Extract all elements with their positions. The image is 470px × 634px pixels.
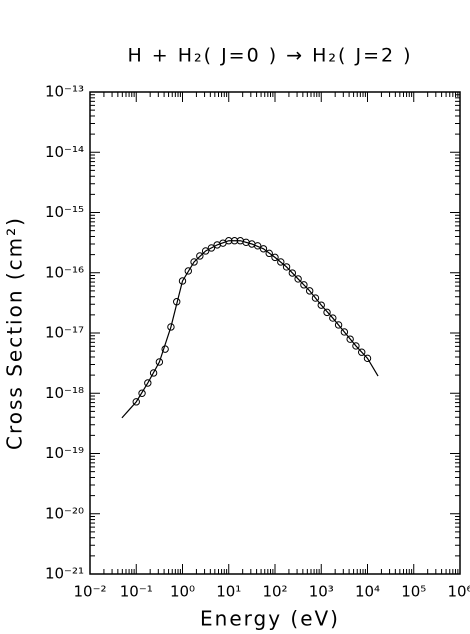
data-point <box>358 348 366 356</box>
x-tick-label: 10⁰ <box>170 583 195 601</box>
data-point <box>155 358 164 366</box>
data-point <box>323 308 331 317</box>
data-point <box>259 245 268 253</box>
y-tick-label: 10⁻¹⁶ <box>45 263 84 281</box>
curve <box>121 240 379 419</box>
x-tick-label: 10⁻² <box>73 583 106 601</box>
data-point <box>207 244 216 252</box>
data-point <box>305 287 314 295</box>
data-point <box>317 301 325 309</box>
plot-frame <box>89 91 461 575</box>
data-point <box>144 379 152 387</box>
y-tick-label: 10⁻²⁰ <box>45 504 84 522</box>
y-tick-label: 10⁻¹⁸ <box>45 384 84 402</box>
y-axis-label: Cross Section (cm²) <box>3 216 27 450</box>
x-axis-label: Energy (eV) <box>200 607 340 631</box>
data-point <box>149 369 158 377</box>
x-tick-label: 10² <box>262 583 287 601</box>
data-point <box>277 258 285 266</box>
data-point <box>300 281 308 289</box>
y-tick-label: 10⁻¹⁷ <box>45 324 84 342</box>
data-point <box>363 354 372 363</box>
y-tick-label: 10⁻¹⁹ <box>45 444 84 462</box>
data-point <box>196 252 204 260</box>
x-tick-label: 10⁶ <box>447 583 470 601</box>
y-tick-label: 10⁻²¹ <box>45 565 84 583</box>
x-tick-label: 10¹ <box>216 583 241 601</box>
data-point <box>329 314 337 322</box>
data-point <box>334 321 343 329</box>
data-point <box>178 277 187 285</box>
chart-title: H + H₂( J=0 ) → H₂( J=2 ) <box>127 45 412 67</box>
x-tick-label: 10³ <box>309 583 334 601</box>
data-point <box>132 398 140 406</box>
x-tick-label: 10⁵ <box>401 583 426 601</box>
data-point <box>253 242 262 250</box>
data-point <box>138 389 146 397</box>
x-tick-label: 10⁻¹ <box>120 583 153 601</box>
data-point <box>346 335 354 343</box>
y-tick-label: 10⁻¹⁴ <box>45 143 84 161</box>
y-tick-label: 10⁻¹⁵ <box>45 203 84 221</box>
data-point <box>294 275 302 283</box>
data-point <box>352 342 360 350</box>
data-point <box>201 247 210 255</box>
data-point <box>167 323 175 331</box>
data-point <box>190 258 198 266</box>
data-point <box>184 267 192 275</box>
data-point <box>311 294 320 302</box>
data-point <box>288 269 297 277</box>
y-tick-label: 10⁻¹³ <box>45 83 84 101</box>
data-point <box>282 263 291 271</box>
data-point <box>271 253 279 262</box>
x-tick-label: 10⁴ <box>355 583 380 601</box>
data-point <box>340 328 349 336</box>
data-point <box>265 249 273 258</box>
